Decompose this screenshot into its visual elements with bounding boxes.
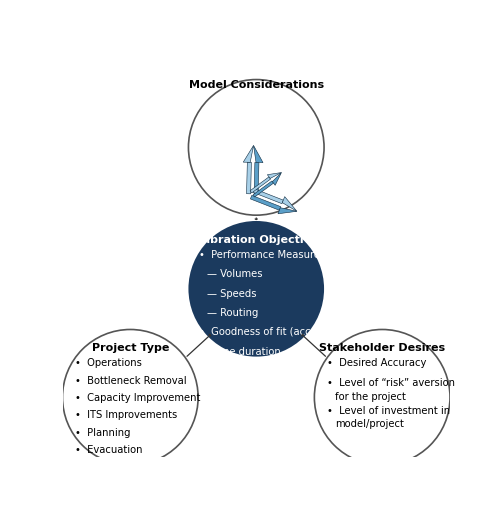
Text: — Speeds: — Speeds [207, 289, 256, 299]
Circle shape [62, 329, 198, 465]
Polygon shape [278, 208, 297, 214]
Text: •  Level of “risk” aversion: • Level of “risk” aversion [326, 378, 454, 388]
Text: •  Performance Measures: • Performance Measures [198, 250, 325, 260]
Polygon shape [254, 162, 259, 194]
Polygon shape [250, 195, 280, 210]
Text: •  ITS Improvements: • ITS Improvements [74, 410, 177, 420]
Text: •  Goodness of fit (accuracy): • Goodness of fit (accuracy) [198, 327, 342, 337]
Text: •  Capacity Improvement: • Capacity Improvement [74, 393, 200, 403]
Text: •  Bottleneck Removal: • Bottleneck Removal [74, 376, 186, 386]
Circle shape [188, 79, 324, 215]
Circle shape [188, 221, 324, 357]
Polygon shape [250, 177, 270, 193]
Circle shape [314, 329, 450, 465]
Text: model/project: model/project [335, 420, 404, 430]
Polygon shape [282, 197, 297, 211]
Polygon shape [272, 173, 281, 185]
Text: — Routing: — Routing [207, 308, 258, 318]
Text: — Volumes: — Volumes [207, 269, 262, 279]
Text: •  Level of investment in: • Level of investment in [326, 406, 450, 416]
Text: Model Considerations: Model Considerations [188, 80, 324, 90]
Polygon shape [253, 181, 274, 197]
Text: •  Operations: • Operations [74, 359, 142, 369]
Text: Calibration Objectives: Calibration Objectives [187, 235, 325, 245]
Polygon shape [268, 173, 281, 179]
Polygon shape [254, 146, 263, 163]
Text: •  Time duration: • Time duration [198, 347, 280, 357]
Text: for the project: for the project [335, 392, 406, 401]
Polygon shape [246, 162, 252, 194]
Text: Project Type: Project Type [92, 343, 169, 353]
Polygon shape [253, 189, 284, 204]
Text: •  Evacuation: • Evacuation [74, 445, 142, 455]
Polygon shape [244, 146, 254, 162]
Text: •  Desired Accuracy: • Desired Accuracy [326, 359, 426, 369]
Text: •  Planning: • Planning [74, 428, 130, 437]
Text: Stakeholder Desires: Stakeholder Desires [319, 343, 446, 353]
